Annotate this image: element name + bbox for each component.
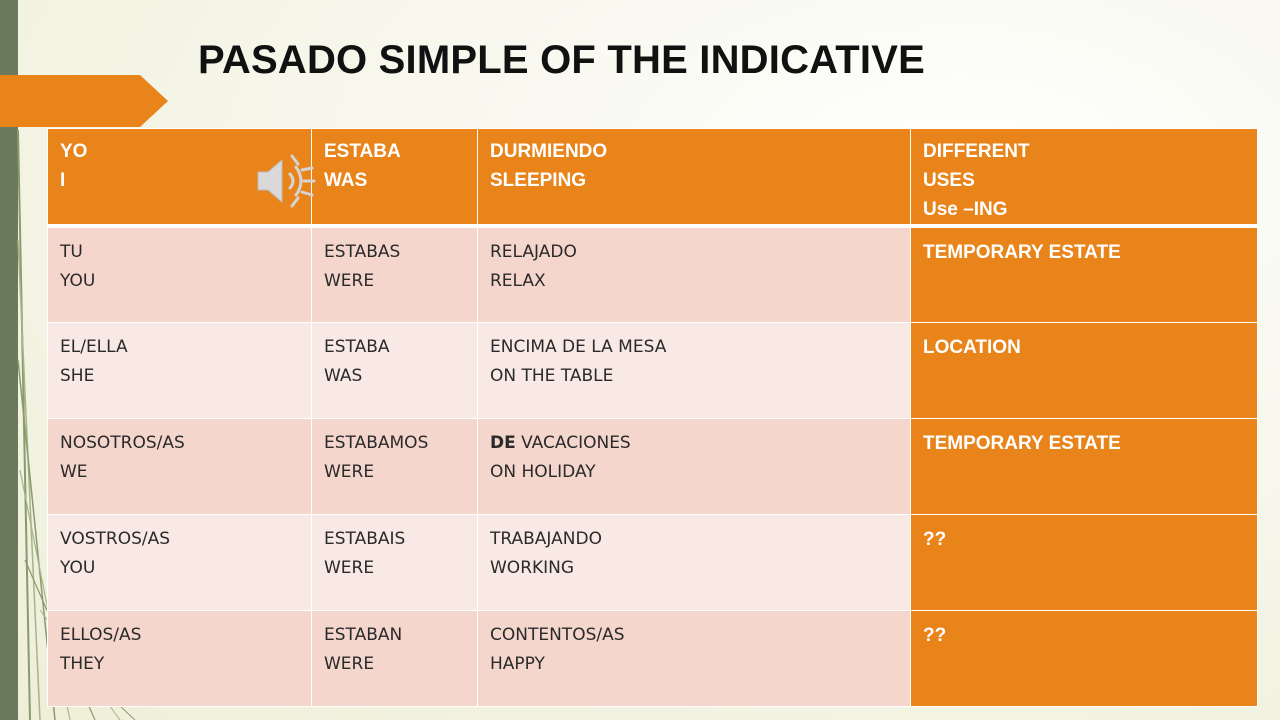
header-verb-en: WAS: [324, 170, 368, 191]
table-row: NOSOTROS/AS WE ESTABAMOS WERE DE VACACIO…: [47, 417, 1258, 515]
example-cell: TRABAJANDO WORKING: [477, 513, 911, 611]
verb-cell: ESTABAN WERE: [311, 609, 478, 707]
pronoun-es: EL/ELLA: [60, 336, 128, 357]
example-es: CONTENTOS/AS: [490, 624, 625, 645]
verb-en: WERE: [324, 557, 375, 578]
pronoun-en: THEY: [60, 653, 105, 674]
example-en: HAPPY: [490, 653, 545, 674]
example-es: RELAJADO: [490, 242, 577, 262]
header-example-cell: DURMIENDO SLEEPING: [477, 128, 911, 228]
pronoun-en: SHE: [60, 365, 95, 386]
verb-es: ESTABAIS: [324, 528, 406, 549]
header-pronoun-es: YO: [60, 141, 88, 162]
pronoun-cell: TU YOU: [47, 225, 312, 323]
header-uses-line3: Use –ING: [923, 199, 1008, 220]
use-cell: TEMPORARY ESTATE: [910, 225, 1258, 323]
verb-en: WERE: [324, 461, 375, 482]
verb-cell: ESTABAS WERE: [311, 225, 478, 323]
example-cell: ENCIMA DE LA MESA ON THE TABLE: [477, 321, 911, 419]
header-example-en: SLEEPING: [490, 170, 587, 191]
table-header-row: YO I ESTABA WAS DURMIENDO SLEEPING DIFFE…: [47, 128, 1258, 228]
pronoun-en: WE: [60, 461, 88, 482]
example-es-bold-word: DE: [490, 432, 516, 453]
verb-en: WAS: [324, 365, 363, 386]
speaker-icon[interactable]: [252, 150, 320, 212]
verb-es: ESTABA: [324, 336, 390, 357]
use-cell: LOCATION: [910, 321, 1258, 419]
use-cell: ??: [910, 513, 1258, 611]
use-cell: ??: [910, 609, 1258, 707]
verb-es: ESTABAS: [324, 242, 401, 262]
header-pronoun-en: I: [60, 170, 66, 191]
pronoun-es: TU: [60, 242, 83, 262]
example-en: ON THE TABLE: [490, 365, 614, 386]
header-verb-es: ESTABA: [324, 141, 401, 162]
header-uses-line1: DIFFERENT: [923, 141, 1030, 162]
table-row: TU YOU ESTABAS WERE RELAJADO RELAX TEMPO…: [47, 225, 1258, 323]
verb-cell: ESTABAIS WERE: [311, 513, 478, 611]
table-row: EL/ELLA SHE ESTABA WAS ENCIMA DE LA MESA…: [47, 321, 1258, 419]
example-en: ON HOLIDAY: [490, 461, 596, 482]
pronoun-cell: NOSOTROS/AS WE: [47, 417, 312, 515]
table-row: ELLOS/AS THEY ESTABAN WERE CONTENTOS/AS …: [47, 609, 1258, 707]
example-es-line: DE VACACIONES: [490, 429, 898, 458]
header-verb-cell: ESTABA WAS: [311, 128, 478, 228]
pronoun-es: ELLOS/AS: [60, 624, 142, 645]
pronoun-es: NOSOTROS/AS: [60, 432, 185, 453]
conjugation-table: YO I ESTABA WAS DURMIENDO SLEEPING DIFFE…: [47, 128, 1258, 707]
header-uses-line2: USES: [923, 170, 975, 191]
example-en: WORKING: [490, 557, 575, 578]
pronoun-cell: VOSTROS/AS YOU: [47, 513, 312, 611]
pronoun-cell: EL/ELLA SHE: [47, 321, 312, 419]
example-cell: CONTENTOS/AS HAPPY: [477, 609, 911, 707]
example-cell: DE VACACIONES ON HOLIDAY: [477, 417, 911, 515]
verb-es: ESTABAN: [324, 624, 403, 645]
header-example-es: DURMIENDO: [490, 141, 608, 162]
example-en: RELAX: [490, 271, 546, 291]
example-cell: RELAJADO RELAX: [477, 225, 911, 323]
pronoun-en: YOU: [60, 557, 96, 578]
use-cell: TEMPORARY ESTATE: [910, 417, 1258, 515]
table-row: VOSTROS/AS YOU ESTABAIS WERE TRABAJANDO …: [47, 513, 1258, 611]
pronoun-es: VOSTROS/AS: [60, 528, 171, 549]
pronoun-cell: ELLOS/AS THEY: [47, 609, 312, 707]
verb-es: ESTABAMOS: [324, 432, 429, 453]
slide-title: PASADO SIMPLE OF THE INDICATIVE: [198, 38, 925, 82]
verb-en: WERE: [324, 271, 375, 291]
header-uses-cell: DIFFERENT USES Use –ING: [910, 128, 1258, 228]
example-es: TRABAJANDO: [490, 528, 602, 549]
example-es: VACACIONES: [521, 432, 631, 453]
title-arrow-banner: [0, 75, 168, 127]
left-accent-bar: [0, 0, 18, 720]
verb-en: WERE: [324, 653, 375, 674]
verb-cell: ESTABAMOS WERE: [311, 417, 478, 515]
verb-cell: ESTABA WAS: [311, 321, 478, 419]
example-es: ENCIMA DE LA MESA: [490, 336, 667, 357]
pronoun-en: YOU: [60, 271, 96, 291]
